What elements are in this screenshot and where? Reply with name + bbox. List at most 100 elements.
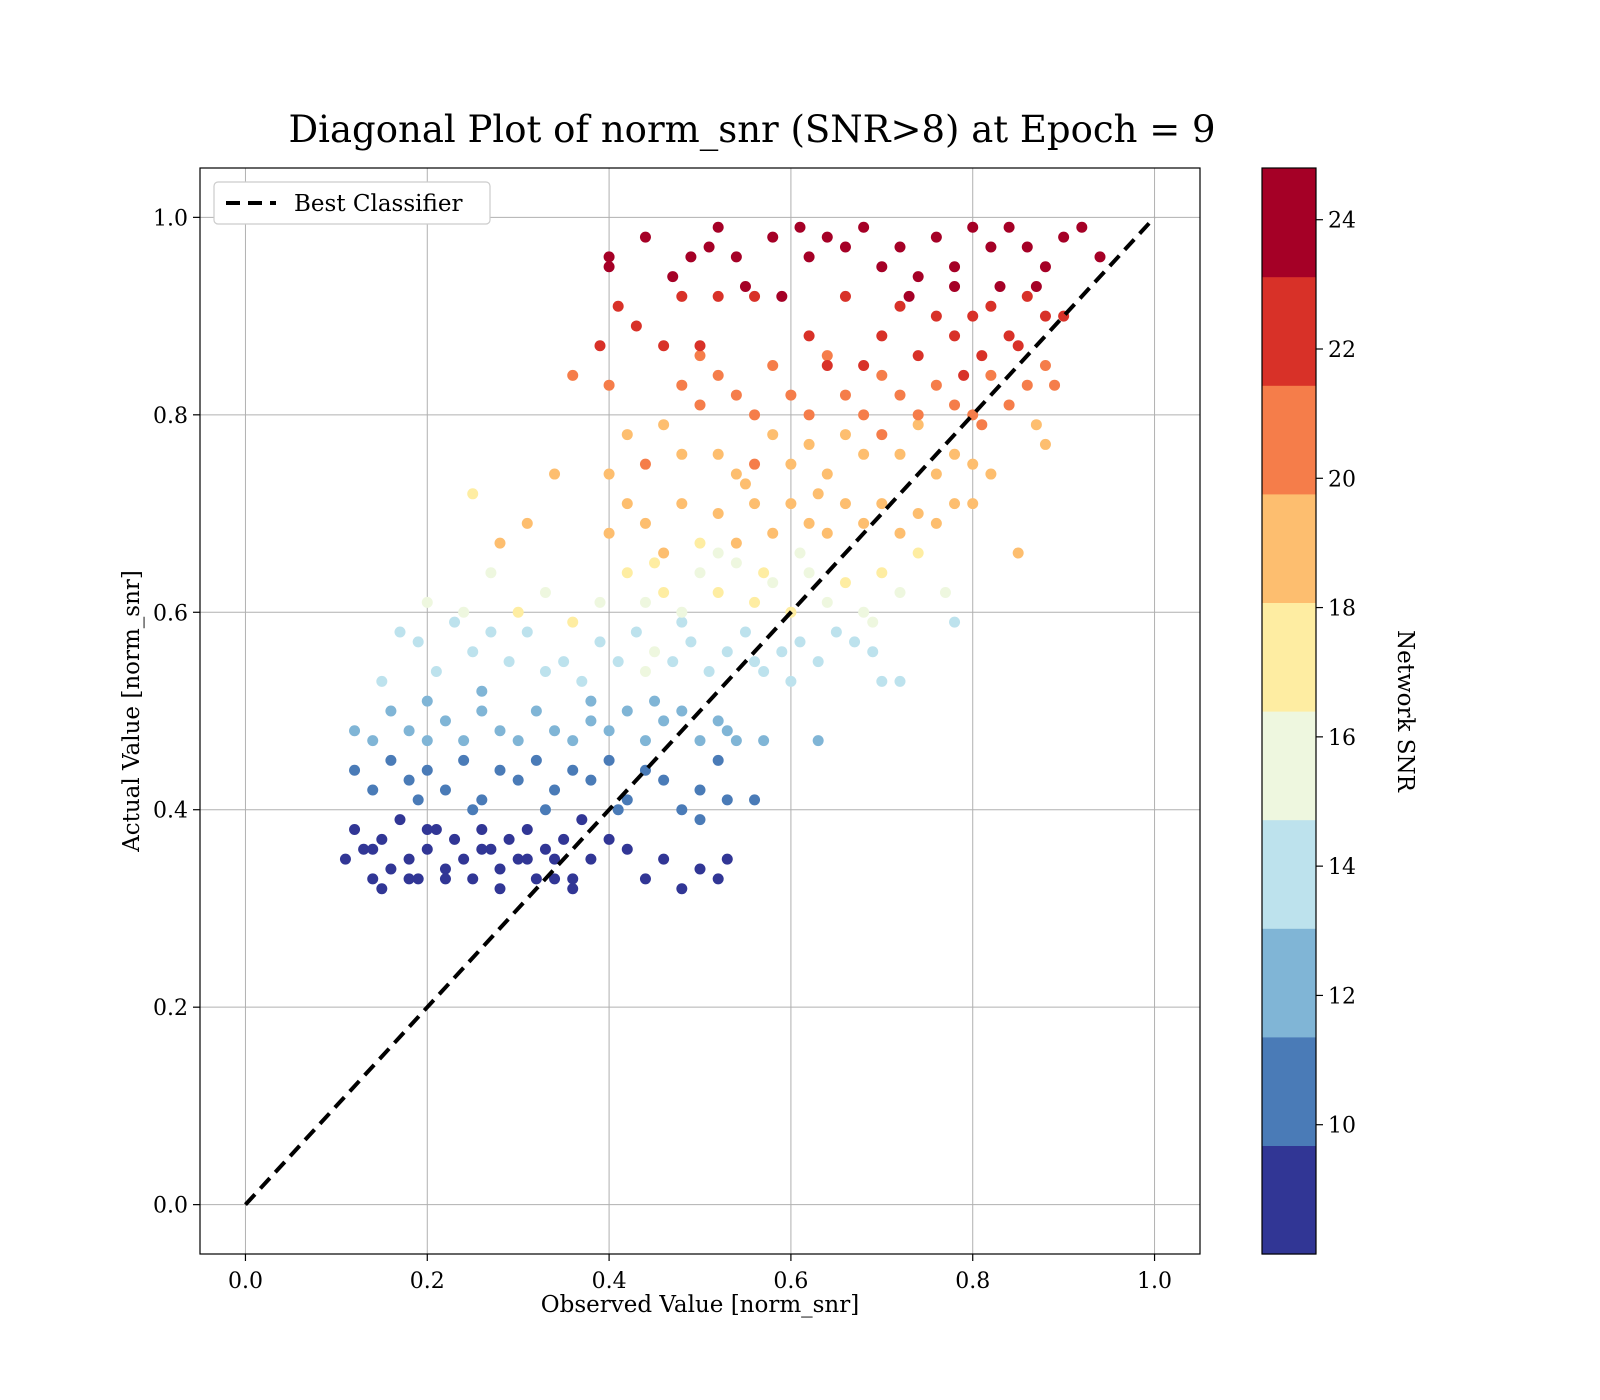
- scatter-point: [758, 567, 770, 579]
- y-tick-label: 0.0: [153, 1194, 188, 1219]
- colorbar: 10 12 14 16 18 20 22 24 Network SNR: [1261, 167, 1418, 1255]
- scatter-point: [730, 251, 742, 263]
- scatter-point: [712, 508, 724, 520]
- colorbar-tick-label: 24: [1328, 209, 1356, 234]
- scatter-point: [803, 330, 815, 342]
- scatter-point: [839, 290, 851, 302]
- scatter-point: [721, 794, 733, 806]
- scatter-point: [539, 843, 551, 855]
- scatter-point: [512, 735, 524, 747]
- scatter-point: [549, 784, 561, 796]
- colorbar-bands: [1262, 168, 1316, 1255]
- scatter-point: [912, 419, 924, 431]
- x-tick-label: 0.2: [410, 1269, 445, 1294]
- scatter-point: [621, 794, 633, 806]
- scatter-point: [930, 231, 942, 243]
- scatter-point: [730, 735, 742, 747]
- scatter-point: [349, 764, 361, 776]
- scatter-point: [685, 251, 697, 263]
- scatter-point: [603, 379, 615, 391]
- scatter-point: [639, 458, 651, 470]
- colorbar-band: [1262, 928, 1316, 1038]
- scatter-point: [485, 843, 497, 855]
- scatter-point: [721, 646, 733, 658]
- scatter-point: [739, 626, 751, 638]
- scatter-point: [876, 330, 888, 342]
- scatter-point: [603, 527, 615, 539]
- scatter-point: [458, 735, 470, 747]
- scatter-point: [712, 448, 724, 460]
- scatter-point: [1049, 379, 1061, 391]
- scatter-point: [1003, 399, 1015, 411]
- legend: Best Classifier: [213, 181, 491, 225]
- scatter-point: [949, 399, 961, 411]
- scatter-point: [994, 280, 1006, 292]
- scatter-point: [676, 379, 688, 391]
- scatter-point: [985, 468, 997, 480]
- x-tick-label: 1.0: [1137, 1269, 1172, 1294]
- scatter-point: [894, 448, 906, 460]
- scatter-point: [621, 498, 633, 510]
- scatter-point: [676, 705, 688, 717]
- colorbar-tick-label: 12: [1328, 984, 1356, 1009]
- scatter-point: [421, 695, 433, 707]
- colorbar-tick-label: 14: [1328, 855, 1356, 880]
- scatter-point: [749, 498, 761, 510]
- scatter-point: [912, 350, 924, 362]
- scatter-point: [1039, 438, 1051, 450]
- scatter-point: [876, 261, 888, 273]
- scatter-point: [894, 675, 906, 687]
- scatter-point: [949, 280, 961, 292]
- y-axis-label: Actual Value [norm_snr]: [119, 570, 145, 853]
- scatter-point: [603, 251, 615, 263]
- scatter-point: [794, 547, 806, 559]
- colorbar-band: [1262, 276, 1316, 386]
- scatter-point: [749, 596, 761, 608]
- colorbar-band: [1262, 711, 1316, 821]
- scatter-point: [794, 636, 806, 648]
- x-tick-label: 0.6: [773, 1269, 808, 1294]
- colorbar-band: [1262, 493, 1316, 603]
- scatter-point: [476, 705, 488, 717]
- scatter-point: [639, 596, 651, 608]
- x-ticks: 0.0 0.2 0.4 0.6 0.8 1.0: [228, 1254, 1172, 1294]
- scatter-point: [494, 725, 506, 737]
- scatter-point: [694, 340, 706, 352]
- scatter-point: [367, 873, 379, 885]
- scatter-point: [585, 774, 597, 786]
- scatter-point: [958, 369, 970, 381]
- scatter-point: [1039, 359, 1051, 371]
- scatter-point: [403, 853, 415, 865]
- scatter-point: [1076, 221, 1088, 233]
- scatter-point: [494, 863, 506, 875]
- colorbar-tick-label: 10: [1328, 1114, 1356, 1139]
- scatter-point: [1012, 547, 1024, 559]
- scatter-point: [912, 409, 924, 421]
- scatter-point: [467, 873, 479, 885]
- scatter-point: [712, 873, 724, 885]
- scatter-point: [339, 853, 351, 865]
- scatter-point: [621, 429, 633, 441]
- scatter-point: [630, 626, 642, 638]
- scatter-point: [658, 853, 670, 865]
- scatter-point: [376, 675, 388, 687]
- colorbar-tick-label: 16: [1328, 726, 1356, 751]
- scatter-point: [712, 369, 724, 381]
- scatter-point: [494, 764, 506, 776]
- scatter-point: [767, 429, 779, 441]
- scatter-point: [712, 290, 724, 302]
- colorbar-band: [1262, 1145, 1316, 1255]
- scatter-point: [439, 863, 451, 875]
- y-ticks: 0.0 0.2 0.4 0.6 0.8 1.0: [153, 206, 200, 1219]
- scatter-point: [739, 478, 751, 490]
- scatter-point: [658, 587, 670, 599]
- colorbar-band: [1262, 385, 1316, 495]
- scatter-point: [558, 656, 570, 668]
- scatter-point: [603, 833, 615, 845]
- scatter-point: [485, 626, 497, 638]
- scatter-point: [730, 537, 742, 549]
- scatter-point: [412, 636, 424, 648]
- y-tick-label: 0.8: [153, 404, 188, 429]
- scatter-point: [403, 774, 415, 786]
- scatter-point: [985, 300, 997, 312]
